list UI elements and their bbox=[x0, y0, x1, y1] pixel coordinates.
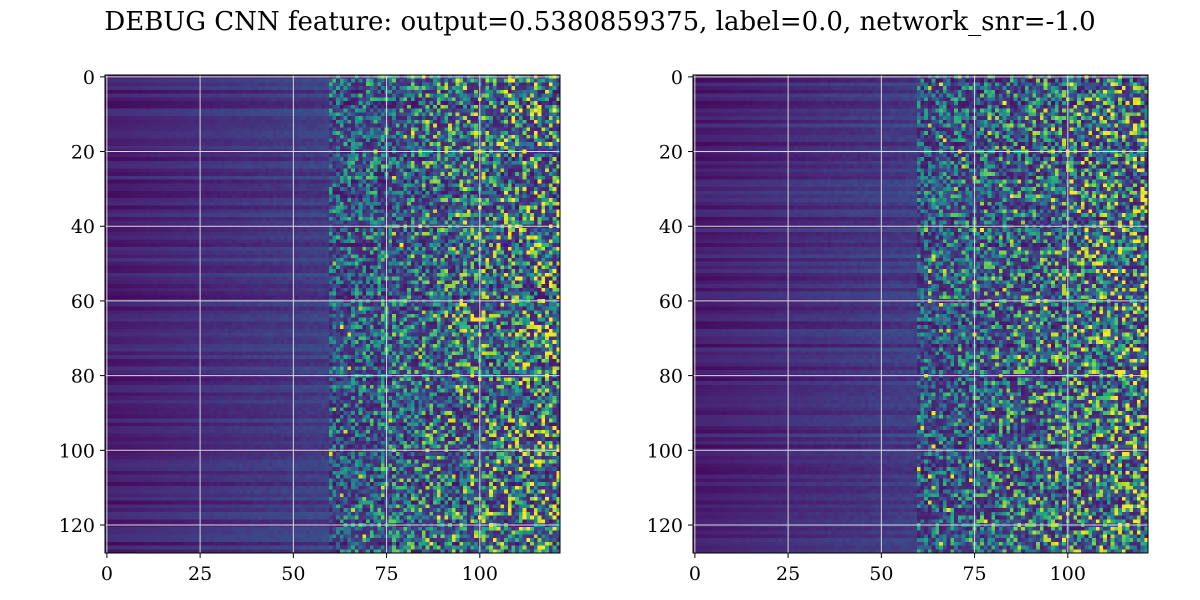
x-tick-label: 75 bbox=[374, 563, 398, 585]
heatmap-panel-2: 0 25 50 75 100 0 20 40 60 80 100 120 bbox=[647, 67, 1149, 585]
y-tick-label: 120 bbox=[59, 515, 95, 537]
x-tick-label: 100 bbox=[462, 563, 498, 585]
y-tick-label: 0 bbox=[83, 67, 95, 89]
y-tick-label: 40 bbox=[71, 216, 95, 238]
x-tick-label: 25 bbox=[776, 563, 800, 585]
y-tick-label: 40 bbox=[659, 216, 683, 238]
heatmap-cells bbox=[105, 75, 560, 553]
x-tick-label: 50 bbox=[869, 563, 893, 585]
x-tick-label: 50 bbox=[281, 563, 305, 585]
y-tick-label: 120 bbox=[647, 515, 683, 537]
heatmap-cells bbox=[693, 75, 1148, 553]
x-tick-label: 75 bbox=[962, 563, 986, 585]
heatmap-panel-1: 0 25 50 75 100 0 20 40 60 80 100 120 bbox=[59, 67, 561, 585]
y-tick-label: 60 bbox=[659, 291, 683, 313]
y-tick-label: 0 bbox=[671, 67, 683, 89]
x-tick-label: 0 bbox=[689, 563, 701, 585]
y-tick-label: 80 bbox=[71, 366, 95, 388]
y-tick-label: 80 bbox=[659, 366, 683, 388]
y-tick-label: 100 bbox=[59, 440, 95, 462]
x-tick-label: 0 bbox=[101, 563, 113, 585]
y-tick-label: 20 bbox=[71, 142, 95, 164]
y-tick-label: 60 bbox=[71, 291, 95, 313]
axes-frame bbox=[692, 74, 1149, 554]
x-tick-label: 25 bbox=[188, 563, 212, 585]
axes-frame bbox=[104, 74, 561, 554]
figure-title: DEBUG CNN feature: output=0.5380859375, … bbox=[104, 7, 1096, 37]
y-tick-label: 20 bbox=[659, 142, 683, 164]
y-tick-label: 100 bbox=[647, 440, 683, 462]
x-tick-label: 100 bbox=[1050, 563, 1086, 585]
